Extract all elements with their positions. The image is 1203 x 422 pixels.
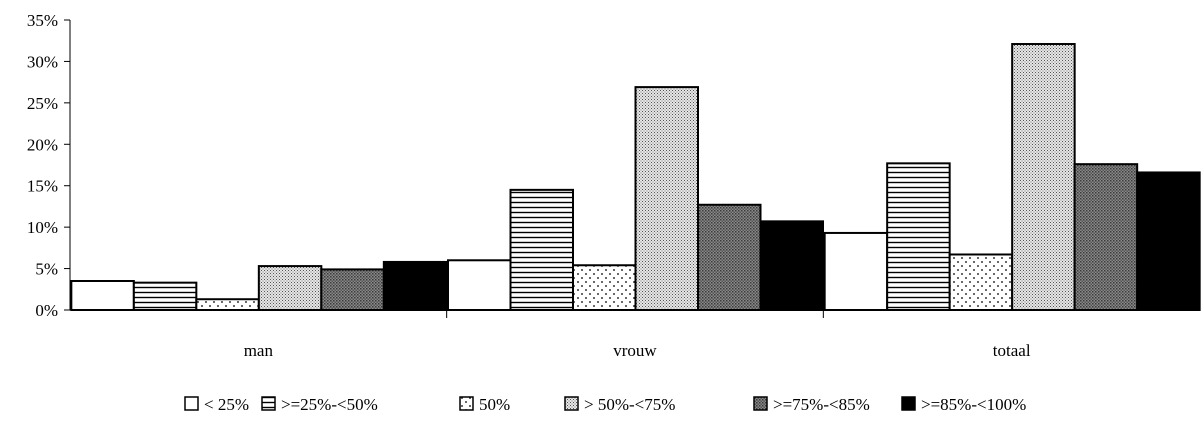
bar: [195, 298, 260, 312]
legend-label: < 25%: [204, 395, 249, 414]
y-tick-label: 35%: [27, 11, 58, 30]
bar: [132, 281, 198, 311]
y-tick-label: 0%: [35, 301, 58, 320]
legend-swatch: [753, 396, 768, 411]
bar: [509, 188, 574, 312]
legend-swatch: [564, 396, 579, 411]
bar: [1011, 43, 1076, 312]
bar: [320, 268, 385, 311]
legend-label: > 50%-<75%: [584, 395, 675, 414]
y-tick-label: 20%: [27, 135, 58, 154]
legend: < 25% >=25%-<50% 50% > 50%-<75% >=75%-<85% >=…: [184, 395, 1026, 414]
legend-label: 50%: [479, 395, 510, 414]
y-tick-label: 15%: [27, 177, 58, 196]
x-category-label: man: [244, 341, 274, 360]
y-tick-label: 10%: [27, 218, 58, 237]
legend-label: >=25%-<50%: [281, 395, 378, 414]
bar: [886, 162, 951, 311]
labels: 0% 5% 10% 15% 20% 25% 30% 35% man vrouw totaal: [27, 11, 1031, 360]
y-tick-label: 30%: [27, 52, 58, 71]
bar: [257, 265, 323, 312]
legend-label: >=85%-<100%: [921, 395, 1026, 414]
bar: [572, 264, 637, 311]
bar: [382, 260, 448, 312]
bar: [1073, 163, 1139, 311]
bar: [1136, 171, 1201, 311]
y-tick-label: 5%: [35, 260, 58, 279]
bar: [70, 280, 135, 311]
x-category-label: vrouw: [613, 341, 657, 360]
bars: [70, 43, 1201, 312]
bar: [697, 203, 762, 311]
legend-swatch: [459, 396, 474, 411]
x-category-label: totaal: [993, 341, 1031, 360]
legend-swatch: [184, 396, 199, 411]
bar: [634, 86, 699, 311]
bar: [759, 220, 824, 311]
y-tick-label: 25%: [27, 94, 58, 113]
legend-label: >=75%-<85%: [773, 395, 870, 414]
bar: [948, 253, 1014, 312]
legend-swatch: [261, 396, 276, 411]
bar: [823, 231, 889, 311]
legend-swatch: [901, 396, 916, 411]
bar: [447, 259, 512, 311]
